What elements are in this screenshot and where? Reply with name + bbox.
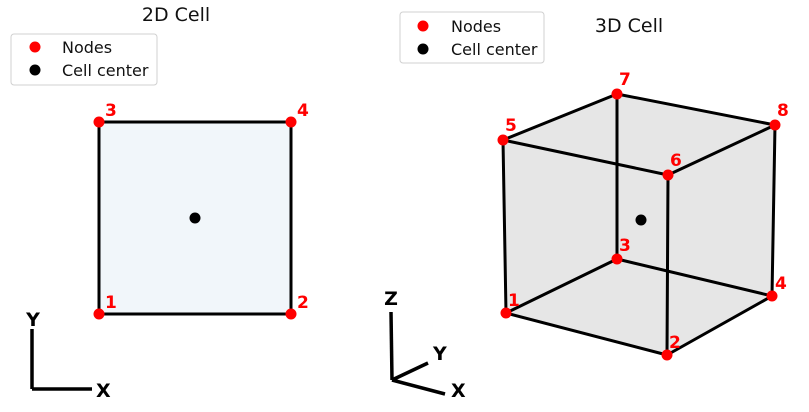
node-3d-label-3: 3 (619, 236, 631, 256)
edge-1-3 (504, 257, 619, 315)
node-3d-label-4: 4 (775, 274, 787, 294)
panel-3d-cell: 3D Cell Nodes Cell center (384, 11, 789, 402)
node-3d-2 (661, 349, 673, 361)
node-2d-label-4: 4 (297, 101, 309, 121)
edge-2-4 (665, 294, 774, 357)
legend-2d-center-marker (29, 64, 41, 76)
node-3d-8 (769, 119, 781, 131)
node-3d-label-8: 8 (777, 101, 789, 121)
edge-3-4 (615, 257, 774, 298)
face-top (503, 94, 775, 175)
legend-3d-center-label: Cell center (451, 40, 538, 59)
face-front (503, 140, 668, 355)
node-3d-4 (766, 290, 778, 302)
node-2d-1 (93, 308, 105, 320)
edge-7-8 (615, 92, 777, 127)
node-3d-label-1: 1 (508, 291, 520, 311)
axis-3d-y-line (391, 361, 429, 382)
legend-3d-nodes-label: Nodes (451, 17, 501, 36)
edge-5-7 (501, 92, 619, 142)
axes-3d: Z Y X (384, 288, 466, 402)
legend-2d-nodes-label: Nodes (62, 38, 112, 57)
axis-2d-x-label: X (96, 380, 111, 402)
node-2d-label-3: 3 (105, 101, 117, 121)
node-2d-3 (93, 116, 105, 128)
node-3d-7 (611, 88, 623, 100)
node-3d-label-5: 5 (505, 116, 517, 136)
node-3d-3 (611, 253, 623, 265)
axis-2d-y-label: Y (25, 309, 40, 331)
legend-3d-center-marker (417, 43, 429, 55)
cell-3d-edges (501, 92, 777, 357)
node-2d-label-2: 2 (297, 293, 309, 313)
edge-1-5 (501, 138, 508, 315)
legend-2d-frame (10, 33, 158, 86)
node-3d-1 (500, 307, 512, 319)
legend-3d-node-marker (417, 20, 429, 32)
axis-3d-z-line (389, 311, 394, 381)
edge-6-8 (666, 123, 777, 177)
edge-2-6 (665, 173, 670, 357)
node-3d-label-6: 6 (670, 151, 682, 171)
axis-3d-x-line (391, 378, 446, 396)
node-3d-6 (662, 169, 674, 181)
panel-2d-cell: 2D Cell Nodes Cell center 1 2 3 4 Y X (10, 4, 309, 402)
edge-5-6 (501, 138, 670, 177)
axes-2d: Y X (25, 309, 111, 402)
node-3d-label-7: 7 (619, 70, 631, 90)
legend-2d-node-marker (29, 41, 41, 53)
legend-2d-center-label: Cell center (62, 61, 149, 80)
face-right (667, 125, 775, 355)
axis-3d-z-label: Z (384, 288, 398, 310)
edge-4-8 (770, 123, 777, 298)
node-3d-label-2: 2 (669, 333, 681, 353)
node-2d-label-1: 1 (105, 293, 117, 313)
legend-3d-frame (399, 11, 545, 64)
legend-2d: Nodes Cell center (10, 33, 158, 86)
title-3d-cell: 3D Cell (595, 15, 663, 37)
legend-3d: Nodes Cell center (399, 11, 545, 64)
cell-3d-faces (503, 94, 775, 355)
cell-3d-center (635, 214, 647, 226)
node-2d-4 (285, 116, 297, 128)
cell-2d-center (189, 212, 201, 224)
title-2d-cell: 2D Cell (142, 4, 210, 26)
axis-3d-y-label: Y (432, 343, 447, 365)
node-3d-5 (497, 134, 509, 146)
edge-1-2 (504, 311, 669, 357)
node-2d-2 (285, 308, 297, 320)
axis-3d-x-label: X (451, 380, 466, 402)
